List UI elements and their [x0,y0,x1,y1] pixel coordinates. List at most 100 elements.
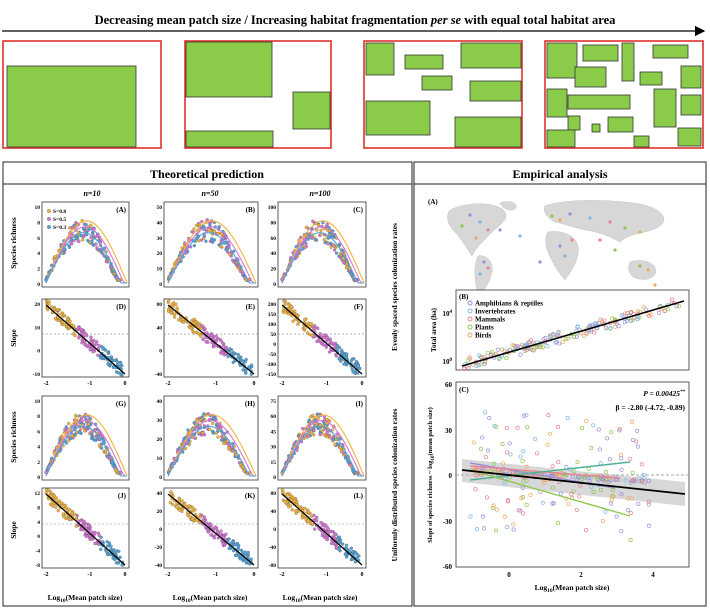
data-point [334,251,339,255]
y-tick-label: 0 [159,527,162,533]
data-point [117,549,121,553]
data-point [313,238,318,242]
y-tick-label: -150 [266,372,276,378]
data-point [86,422,91,426]
data-point [67,438,71,443]
data-point [105,257,109,261]
y-tick-label: -80 [269,563,277,569]
data-point [216,435,220,439]
data-point [187,504,191,508]
data-point [62,313,66,318]
theory-panel-g: (G) 0 2 4 6 8 10 [35,395,130,481]
y-tick-label: 8 [37,505,40,511]
data-point [72,324,76,328]
map-site-dot [460,224,464,228]
data-point [84,522,88,526]
data-point [81,332,85,336]
data-point [110,461,114,465]
data-point [330,529,335,534]
y-tick-label: -100 [266,362,276,368]
data-point [308,415,313,419]
data-point [216,530,220,534]
data-point [114,276,119,280]
data-point [304,242,308,246]
data-point [171,304,176,308]
data-point [296,322,300,326]
data-point [194,223,199,228]
y-tick-label: 40 [157,491,163,497]
y-tick-label: 20 [157,437,163,443]
map-site-dot [613,248,617,252]
landscape-schematics [2,40,704,149]
data-point [333,443,337,447]
empirical-panel-c: (C) Slope of species richness ~ log10(me… [427,381,690,594]
data-point [111,464,115,468]
y-tick-label: 0 [37,349,40,355]
data-point [313,527,317,531]
data-point [325,431,329,435]
data-point [82,339,87,344]
map-site-dot [563,254,567,258]
fit-curve [45,220,128,284]
data-point [284,310,288,314]
data-point [293,317,297,321]
data-point [295,508,299,513]
legend-label: Invertebrates [475,308,516,316]
data-point [350,367,354,371]
y-tick-label: 0 [37,534,40,540]
data-point [68,508,72,512]
data-point [348,463,352,467]
habitat-patch [607,116,634,133]
data-point [79,234,83,238]
fit-curve [167,220,257,284]
y-tick-label: 0 [273,527,276,533]
panel-c-beta: β = -2.80 (-4.72, -0.89) [616,403,686,412]
legend-label: S=0.3 [53,225,66,231]
data-point [219,529,223,533]
panel-letter: (L) [354,492,364,500]
data-point [94,434,98,439]
data-point [83,429,87,433]
data-point [318,432,322,437]
panel-letter: (G) [116,400,127,408]
data-point [297,238,301,242]
legend-label: S=0.5 [53,217,66,223]
panel-c-ytick-60: 60 [445,381,453,389]
landscape-1 [2,40,162,149]
data-point [287,505,291,509]
data-point [303,326,307,330]
y-tick-label: 100 [268,205,277,211]
x-tick-label: -2 [166,381,171,387]
data-point [220,341,225,345]
data-point [326,242,330,246]
data-point [192,227,196,231]
habitat-patch [567,115,581,131]
data-point [300,506,305,510]
y-tick-label: 80 [271,491,277,497]
map-site-dot [588,216,592,220]
data-point [71,332,76,336]
theory-panels: (A)0246810S=0.8S=0.5S=0.3(B)01020304050(… [33,201,367,578]
data-point [216,336,220,341]
data-point [306,519,310,523]
data-point [79,327,83,331]
data-point [328,435,332,440]
y-tick-label: 30 [271,445,277,451]
row-label-richness-1: Species richness [9,217,18,269]
data-point [301,426,305,431]
y-tick-label: 40 [271,509,277,515]
y-tick-label: 4 [37,520,40,526]
map-site-dot [550,214,554,218]
y-tick-label: 150 [268,312,277,318]
data-point [283,500,287,504]
data-point [213,525,217,529]
data-point [99,446,104,450]
data-point [61,512,65,516]
data-point [290,495,295,499]
y-tick-label: 12 [35,491,41,497]
data-point [169,311,173,315]
data-point [81,521,85,526]
data-point [321,336,326,340]
data-point [342,260,346,265]
y-tick-label: 20 [157,509,163,515]
